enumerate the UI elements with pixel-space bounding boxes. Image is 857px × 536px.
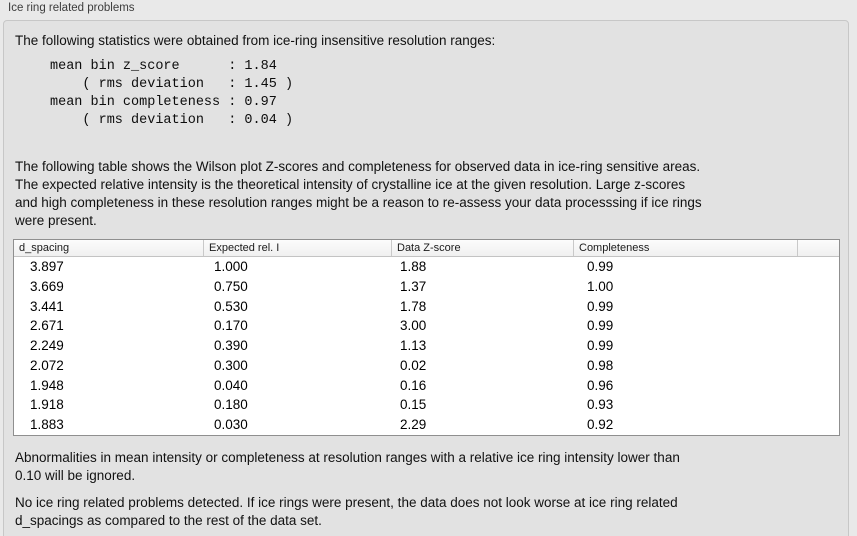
table-body: 3.897 1.000 1.88 0.99 3.669 0.750 1.37 1.00 3.44… xyxy=(14,257,839,435)
table-cell: 0.390 xyxy=(214,338,248,354)
table-cell: 2.249 xyxy=(30,338,64,354)
table-cell: 1.948 xyxy=(30,377,64,393)
table-cell: 0.96 xyxy=(587,377,614,393)
table-row[interactable]: 1.918 0.180 0.15 0.93 xyxy=(14,395,839,416)
column-header-spacer xyxy=(798,240,839,256)
table-row[interactable]: 2.671 0.170 3.00 0.99 xyxy=(14,316,839,337)
table-cell: 3.669 xyxy=(30,278,64,294)
table-cell: 1.918 xyxy=(30,397,64,413)
groupbox-title: Ice ring related problems xyxy=(8,2,135,14)
table-cell: 3.00 xyxy=(400,318,427,334)
table-header-row: d_spacing Expected rel. I Data Z-score C… xyxy=(14,240,839,257)
ice-ring-table: d_spacing Expected rel. I Data Z-score C… xyxy=(13,239,840,436)
table-row[interactable]: 1.883 0.030 2.29 0.92 xyxy=(14,415,839,435)
table-row[interactable]: 3.669 0.750 1.37 1.00 xyxy=(14,276,839,297)
table-row[interactable]: 3.897 1.000 1.88 0.99 xyxy=(14,257,839,277)
table-cell: 0.750 xyxy=(214,278,248,294)
table-cell: 1.37 xyxy=(400,278,427,294)
table-cell: 0.99 xyxy=(587,318,614,334)
table-cell xyxy=(798,356,839,376)
table-cell xyxy=(798,277,839,297)
table-cell: 1.13 xyxy=(400,338,427,354)
table-cell: 0.02 xyxy=(400,357,427,373)
table-cell: 2.072 xyxy=(30,357,64,373)
column-header-expected-rel-i[interactable]: Expected rel. I xyxy=(204,240,392,256)
table-row[interactable]: 2.249 0.390 1.13 0.99 xyxy=(14,336,839,356)
table-cell: 1.78 xyxy=(400,298,427,314)
table-cell: 0.99 xyxy=(587,259,614,274)
table-cell: 0.300 xyxy=(214,357,248,373)
column-header-d-spacing[interactable]: d_spacing xyxy=(14,240,204,256)
table-cell xyxy=(798,316,839,336)
column-header-data-z-score[interactable]: Data Z-score xyxy=(392,240,574,256)
table-cell: 0.530 xyxy=(214,298,248,314)
table-row[interactable]: 1.948 0.040 0.16 0.96 xyxy=(14,375,839,396)
table-cell: 0.99 xyxy=(587,298,614,314)
table-cell: 1.883 xyxy=(30,417,64,433)
table-cell xyxy=(798,376,839,396)
table-cell: 0.040 xyxy=(214,377,248,393)
table-cell: 0.92 xyxy=(587,417,614,433)
bin-statistics-block: mean bin z_score : 1.84 ( rms deviation … xyxy=(50,59,294,128)
table-cell: 0.93 xyxy=(587,397,614,413)
table-row[interactable]: 2.072 0.300 0.02 0.98 xyxy=(14,355,839,376)
column-header-completeness[interactable]: Completeness xyxy=(574,240,798,256)
table-cell: 0.15 xyxy=(400,397,427,413)
table-cell: 1.88 xyxy=(400,259,427,274)
table-description-text: The following table shows the Wilson plo… xyxy=(15,159,702,228)
table-cell: 0.98 xyxy=(587,357,614,373)
table-cell: 2.29 xyxy=(400,417,427,433)
table-cell xyxy=(798,257,839,277)
table-cell: 2.671 xyxy=(30,318,64,334)
table-cell: 0.16 xyxy=(400,377,427,393)
table-cell xyxy=(798,297,839,317)
table-cell xyxy=(798,415,839,435)
table-row[interactable]: 3.441 0.530 1.78 0.99 xyxy=(14,296,839,317)
ice-ring-groupbox: The following statistics were obtained f… xyxy=(3,20,849,536)
ignore-note-text: Abnormalities in mean intensity or compl… xyxy=(15,449,680,483)
conclusion-text: No ice ring related problems detected. I… xyxy=(15,494,678,528)
table-cell: 1.000 xyxy=(214,259,248,274)
table-cell: 0.180 xyxy=(214,397,248,413)
table-cell: 0.99 xyxy=(587,338,614,354)
table-cell: 1.00 xyxy=(587,278,614,294)
table-cell: 0.170 xyxy=(214,318,248,334)
table-cell xyxy=(798,395,839,415)
table-cell xyxy=(798,336,839,356)
table-cell: 0.030 xyxy=(214,417,248,433)
intro-text: The following statistics were obtained f… xyxy=(15,33,496,48)
table-cell: 3.897 xyxy=(30,259,64,274)
table-cell: 3.441 xyxy=(30,298,64,314)
